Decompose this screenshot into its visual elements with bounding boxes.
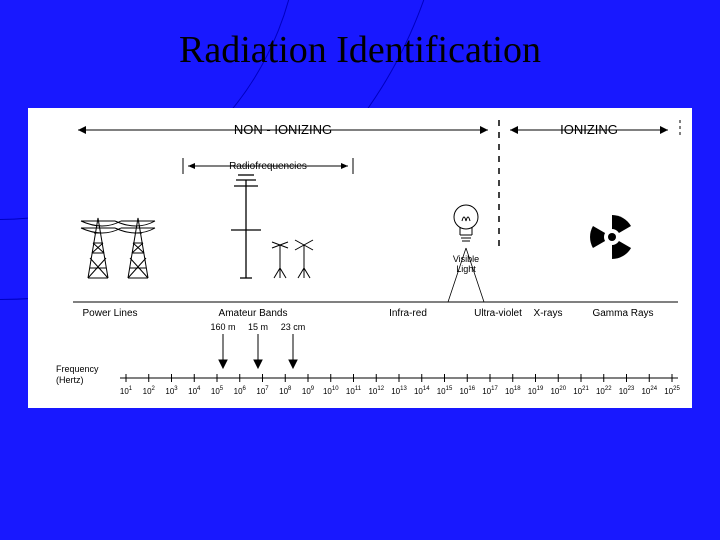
non-ionizing-label: NON - IONIZING (234, 122, 332, 137)
svg-text:1021: 1021 (573, 386, 589, 396)
svg-text:104: 104 (188, 386, 201, 396)
svg-text:X-rays: X-rays (534, 308, 563, 319)
svg-text:1014: 1014 (414, 386, 430, 396)
lightbulb-icon (454, 205, 478, 241)
svg-text:103: 103 (165, 386, 178, 396)
svg-text:106: 106 (234, 386, 247, 396)
header-row: NON - IONIZING IONIZING (78, 120, 680, 248)
amateur-bands-icon (231, 175, 313, 278)
svg-text:102: 102 (143, 386, 156, 396)
svg-text:1012: 1012 (368, 386, 384, 396)
svg-text:108: 108 (279, 386, 292, 396)
svg-text:105: 105 (211, 386, 224, 396)
svg-text:1018: 1018 (505, 386, 521, 396)
amateur-band-lines: 160 m 15 m 23 cm (210, 322, 305, 368)
svg-text:1015: 1015 (437, 386, 453, 396)
row-labels: Power Lines Amateur Bands Infra-red Ultr… (82, 308, 653, 319)
svg-text:109: 109 (302, 386, 315, 396)
freq-label-1: Frequency (56, 364, 99, 374)
svg-text:1017: 1017 (482, 386, 498, 396)
svg-text:1019: 1019 (528, 386, 544, 396)
visible-light-cone: Visible Light (448, 248, 484, 302)
radiofreq-range: Radiofrequencies (183, 158, 353, 174)
svg-text:160 m: 160 m (210, 322, 235, 332)
ionizing-label: IONIZING (560, 122, 618, 137)
svg-text:Power Lines: Power Lines (82, 308, 137, 319)
svg-text:1016: 1016 (459, 386, 475, 396)
svg-text:1013: 1013 (391, 386, 407, 396)
svg-text:1023: 1023 (619, 386, 635, 396)
svg-text:1025: 1025 (664, 386, 680, 396)
svg-text:1010: 1010 (323, 386, 339, 396)
spectrum-diagram: NON - IONIZING IONIZING Radiofrequencies (28, 108, 692, 408)
svg-text:101: 101 (120, 386, 133, 396)
svg-text:Gamma Rays: Gamma Rays (592, 308, 653, 319)
svg-text:1024: 1024 (641, 386, 657, 396)
svg-text:1011: 1011 (346, 386, 362, 396)
freq-label-2: (Hertz) (56, 375, 84, 385)
illustrations: Visible Light (81, 175, 631, 302)
svg-text:Ultra-violet: Ultra-violet (474, 308, 522, 319)
svg-text:1020: 1020 (550, 386, 566, 396)
frequency-axis: Frequency (Hertz) 101 102 103 104 105 106 107 1… (56, 364, 680, 396)
svg-text:15 m: 15 m (248, 322, 268, 332)
visible-light-label-2: Light (456, 264, 476, 274)
svg-text:Infra-red: Infra-red (389, 308, 427, 319)
svg-text:Amateur Bands: Amateur Bands (219, 308, 288, 319)
svg-text:107: 107 (256, 386, 269, 396)
radiofreq-label: Radiofrequencies (229, 161, 307, 172)
power-lines-icon (81, 218, 155, 278)
page-title: Radiation Identification (0, 28, 720, 72)
visible-light-label-1: Visible (453, 254, 479, 264)
trefoil-icon (583, 215, 631, 264)
svg-text:23 cm: 23 cm (281, 322, 306, 332)
svg-text:1022: 1022 (596, 386, 612, 396)
